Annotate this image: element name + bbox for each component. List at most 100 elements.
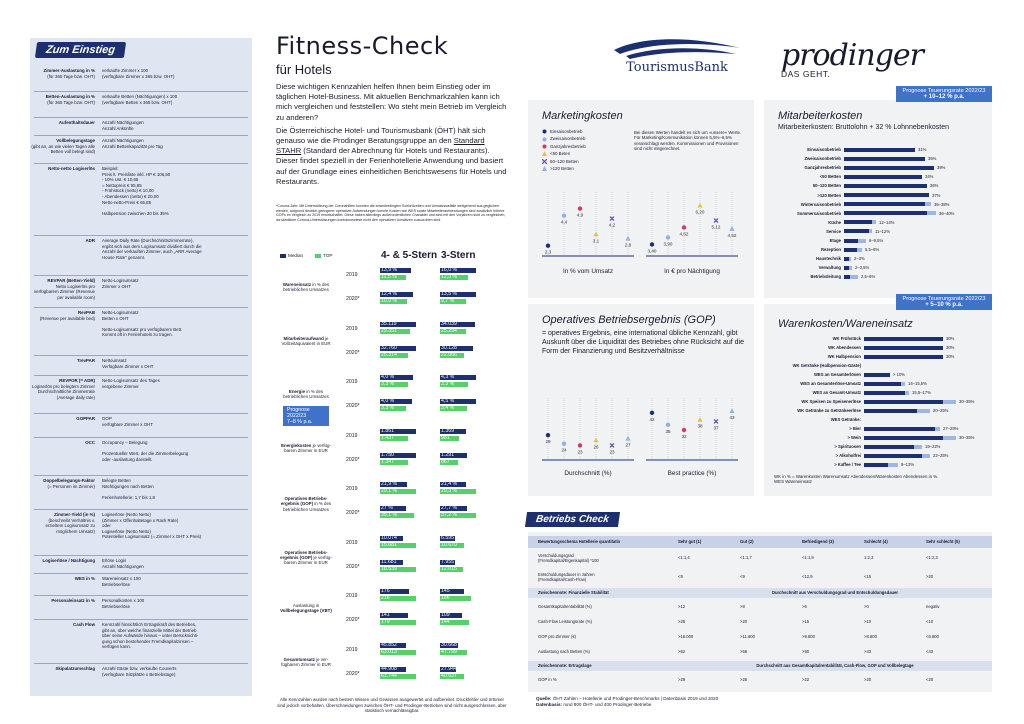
benchmark-year: 2019 bbox=[346, 379, 358, 385]
range-bar-extent bbox=[905, 390, 909, 395]
marketing-legend: Einsaisonbetrieb Zweisaisonbetrieb Ganzjah… bbox=[542, 128, 586, 172]
dot-chart-value-label: 3,90 bbox=[664, 242, 673, 247]
benchmark-legend: Median TOP bbox=[280, 253, 332, 258]
benchmark-label: Energie in % des betrieblichen Umsatzes bbox=[276, 389, 336, 400]
benchmark-value-top: 15.681 bbox=[381, 541, 397, 548]
range-value: 36–40% bbox=[939, 210, 955, 216]
range-bar-track bbox=[864, 444, 922, 449]
glossary-divider bbox=[34, 275, 248, 276]
glossary-row: Vollbelegungstage (gibt an, an wie vielen… bbox=[30, 138, 252, 155]
range-bar-extent bbox=[869, 229, 872, 234]
benchmark-value-top: 35,1 % bbox=[381, 512, 398, 518]
benchmark-value-top: 867 bbox=[441, 458, 450, 465]
dot-chart-point bbox=[545, 243, 551, 248]
glossary-divider bbox=[34, 663, 248, 664]
range-label: >120 Betten bbox=[817, 192, 841, 198]
glossary-definition: Nettoumsatz Verfügbare Zimmer x OHT bbox=[102, 358, 154, 369]
range-bar-solid bbox=[864, 390, 905, 395]
benchmark-bar-top bbox=[440, 299, 466, 304]
marketing-legend-label: <50 Beten bbox=[550, 151, 571, 157]
check-cell: <20 bbox=[926, 677, 934, 683]
benchmark-value-med: 13,9 % bbox=[381, 267, 398, 273]
source-line: Quelle: ÖHT Zahlen – Hotellerie und Prod… bbox=[536, 696, 718, 702]
glossary-row: GOPPAR GOP verfügbare Zimmer x OHT bbox=[30, 416, 252, 427]
benchmark-value-med: 16,0 % bbox=[441, 267, 458, 273]
check-cell: >16.000 bbox=[678, 634, 694, 640]
glossary-definition: GOP verfügbare Zimmer x OHT bbox=[102, 416, 153, 427]
glossary-definition: Personalkosten x 100 Betriebserlöse bbox=[102, 598, 145, 609]
benchmark-year: 2019 bbox=[346, 272, 358, 278]
range-bar-extent bbox=[888, 462, 898, 467]
glossary-term: TrevPAR bbox=[30, 358, 98, 369]
glossary-definition: Anzahl Nächtigungen Anzahl Bettenkapazit… bbox=[102, 138, 163, 149]
range-bar-track bbox=[864, 453, 930, 458]
range-bar-solid bbox=[864, 381, 901, 386]
dot-chart-point bbox=[713, 419, 719, 424]
glossary-term: Aufenthaltsdauer bbox=[30, 120, 98, 131]
range-bar-solid bbox=[844, 238, 858, 243]
glossary-definition: Erlöse Logis Anzahl Nächtigungen bbox=[102, 558, 144, 569]
benchmark-bar-med bbox=[440, 399, 476, 404]
benchmark-bar-med bbox=[380, 613, 408, 618]
benchmark-label-bold: Mitarbeiteraufwand bbox=[283, 335, 324, 341]
benchmark-value-med: 1.750 bbox=[381, 451, 394, 458]
benchmark-year: 2020* bbox=[346, 510, 360, 516]
range-row: Küche 12–14% bbox=[770, 220, 894, 225]
glossary-divider bbox=[34, 475, 248, 476]
marketing-note: Bei diesen Werten handelt es sich um »un… bbox=[634, 130, 742, 152]
stahr-link[interactable]: Standard STAHR bbox=[276, 136, 485, 156]
glossary-term-label: Skipalatzumschlag bbox=[55, 666, 95, 671]
glossary-term: Personaleinsatz in % bbox=[30, 598, 98, 609]
range-label: WK Getränke (Halbpension-Gäste) bbox=[792, 363, 861, 368]
benchmark-label: Energiekosten je verfüg-barem Zimmer in … bbox=[276, 443, 336, 454]
marketing-legend-item: <50 Beten bbox=[542, 150, 586, 157]
dot-chart-value-label: 32 bbox=[681, 434, 687, 439]
check-row: Auslastung nach Betten (%) >62 >56 >50 >43 <4… bbox=[528, 646, 992, 658]
glossary-row: OCC Occupancy – Belegung Prozentueller We… bbox=[30, 440, 252, 462]
legend-median: Median bbox=[280, 253, 303, 258]
range-row: WES an Gesamterlösen > 10% bbox=[770, 372, 905, 377]
dot-chart-point bbox=[609, 216, 615, 221]
range-label: > Bier bbox=[849, 426, 861, 431]
benchmark-bar-top bbox=[440, 566, 463, 572]
benchmark-bar-top bbox=[380, 406, 406, 411]
prodinger-logo: prodinger bbox=[781, 38, 924, 73]
check-header-cell: Gut (2) bbox=[740, 539, 754, 545]
range-bar-solid bbox=[864, 345, 943, 350]
benchmark-bar-med bbox=[440, 535, 455, 541]
benchmark-label-rest: je verfüg-barem Zimmer in EUR bbox=[284, 554, 332, 566]
benchmark-value-med: 145 bbox=[441, 588, 450, 594]
dot-chart-value-label: 4,2 bbox=[609, 223, 616, 228]
benchmark-value-med: 4,0 % bbox=[381, 374, 395, 380]
range-row: Betriebsleitung 2,5–6% bbox=[770, 274, 876, 279]
check-cell: <43 bbox=[926, 649, 934, 655]
check-cell: >29 bbox=[678, 677, 686, 683]
glossary-divider bbox=[34, 509, 248, 510]
range-bar-solid bbox=[844, 265, 849, 270]
benchmark-year: 2019 bbox=[346, 646, 358, 653]
range-bar-solid bbox=[844, 165, 934, 170]
marketing-legend-label: >120 Betten bbox=[550, 166, 574, 172]
check-cell: <6.800 bbox=[926, 634, 939, 640]
benchmark-bar-med bbox=[380, 535, 403, 541]
dot-chart-point bbox=[681, 225, 687, 230]
benchmark-bar-top bbox=[440, 459, 458, 465]
range-bar-extent bbox=[850, 274, 858, 279]
benchmark-label-bold: Operatives Betriebs-ergebnis (GOP) bbox=[280, 496, 328, 507]
wares-badge-line2: + 5–10 % p.a. bbox=[925, 302, 963, 309]
benchmark-value-top: 29,1 % bbox=[381, 488, 398, 494]
range-bar-solid bbox=[844, 247, 857, 252]
benchmark-label: Mitarbeiteraufwand je Vollzeitäquivalent… bbox=[276, 336, 336, 347]
benchmark-bar-med bbox=[380, 292, 413, 297]
range-value: 35–38% bbox=[934, 201, 950, 207]
benchmark-bar-top bbox=[380, 435, 408, 441]
glossary-definition: verkaufte Zimmer x 100 (verfügbare Zimme… bbox=[102, 68, 175, 79]
range-bar-track bbox=[844, 183, 927, 188]
benchmark-bar-med bbox=[440, 666, 456, 672]
range-bar-track bbox=[844, 165, 934, 170]
range-row: WES an Gesamterlöse-Umsatz 14–15,5% bbox=[770, 381, 927, 386]
glossary-row: Zimmer-Yield (in %) (beschreibt Verhältni… bbox=[30, 512, 252, 540]
range-label: Haustechnik bbox=[816, 256, 841, 262]
glossary-row: Skipalatzumschlag Anzahl Gäste bzw. verka… bbox=[30, 666, 252, 677]
check-cell: GOP pro Zimmer (€) bbox=[538, 634, 577, 640]
